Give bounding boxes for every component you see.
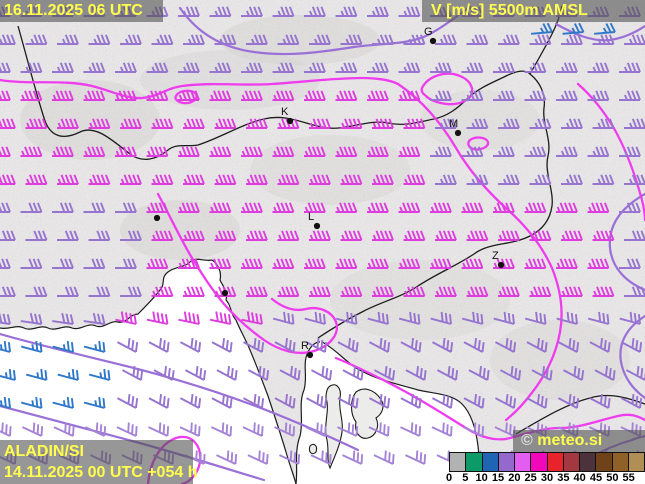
city-layer: G K M L Z R <box>153 26 505 359</box>
model-run-label: 14.11.2025 00 UTC +054 h <box>4 464 198 481</box>
legend-tick: 10 <box>475 472 488 484</box>
city-dot <box>221 289 229 297</box>
legend-tick: 40 <box>573 472 586 484</box>
legend-swatch <box>547 453 564 471</box>
legend-tick: 5 <box>462 472 469 484</box>
copyright-symbol: © <box>521 432 533 449</box>
wind-speed-legend: 0 5 10 15 20 25 30 35 40 45 50 55 <box>443 452 645 484</box>
legend-swatch <box>450 453 467 471</box>
legend-tick: 15 <box>491 472 505 484</box>
legend-tick: 50 <box>606 472 619 484</box>
legend-swatch <box>580 453 597 471</box>
city-dot <box>313 222 321 230</box>
city-label: G <box>424 26 433 38</box>
city-dot <box>429 37 437 45</box>
legend-swatch <box>612 453 629 471</box>
legend-swatch <box>596 453 613 471</box>
city-dot <box>306 351 314 359</box>
city-dot <box>153 214 161 222</box>
city-label: M <box>449 118 458 130</box>
city-label: K <box>281 106 289 118</box>
valid-datetime-label: 16.11.2025 06 UTC <box>0 0 163 22</box>
legend-tick: 20 <box>508 472 521 484</box>
city-dot <box>286 117 294 125</box>
legend-swatch <box>498 453 515 471</box>
model-info-box: ALADIN/SI 14.11.2025 00 UTC +054 h <box>0 440 198 484</box>
city-label: R <box>301 340 309 352</box>
legend-tick: 35 <box>557 472 570 484</box>
legend-swatch <box>563 453 580 471</box>
wind-barb-layer <box>0 6 645 465</box>
legend-swatch <box>482 453 499 471</box>
city-dot <box>497 261 505 269</box>
legend-tick: 55 <box>622 472 635 484</box>
legend-swatch <box>628 453 644 471</box>
copyright-label: © meteo.si <box>513 430 645 452</box>
city-label: Z <box>492 250 499 262</box>
legend-tick: 45 <box>589 472 603 484</box>
map-title-label: V [m/s] 5500m AMSL <box>422 0 645 22</box>
city-label: L <box>308 211 314 223</box>
model-name-label: ALADIN/SI <box>4 443 84 460</box>
legend-swatch <box>515 453 532 471</box>
city-dot <box>454 129 462 137</box>
isotach-contours-magenta <box>0 72 645 484</box>
legend-tick-labels: 0 5 10 15 20 25 30 35 40 45 50 55 <box>443 472 645 484</box>
legend-tick: 25 <box>524 472 537 484</box>
legend-color-bar <box>449 452 645 472</box>
legend-swatch <box>466 453 483 471</box>
legend-tick: 0 <box>445 472 453 484</box>
legend-swatch <box>531 453 548 471</box>
legend-tick: 30 <box>540 472 554 484</box>
copyright-site-name: meteo.si <box>532 432 603 449</box>
